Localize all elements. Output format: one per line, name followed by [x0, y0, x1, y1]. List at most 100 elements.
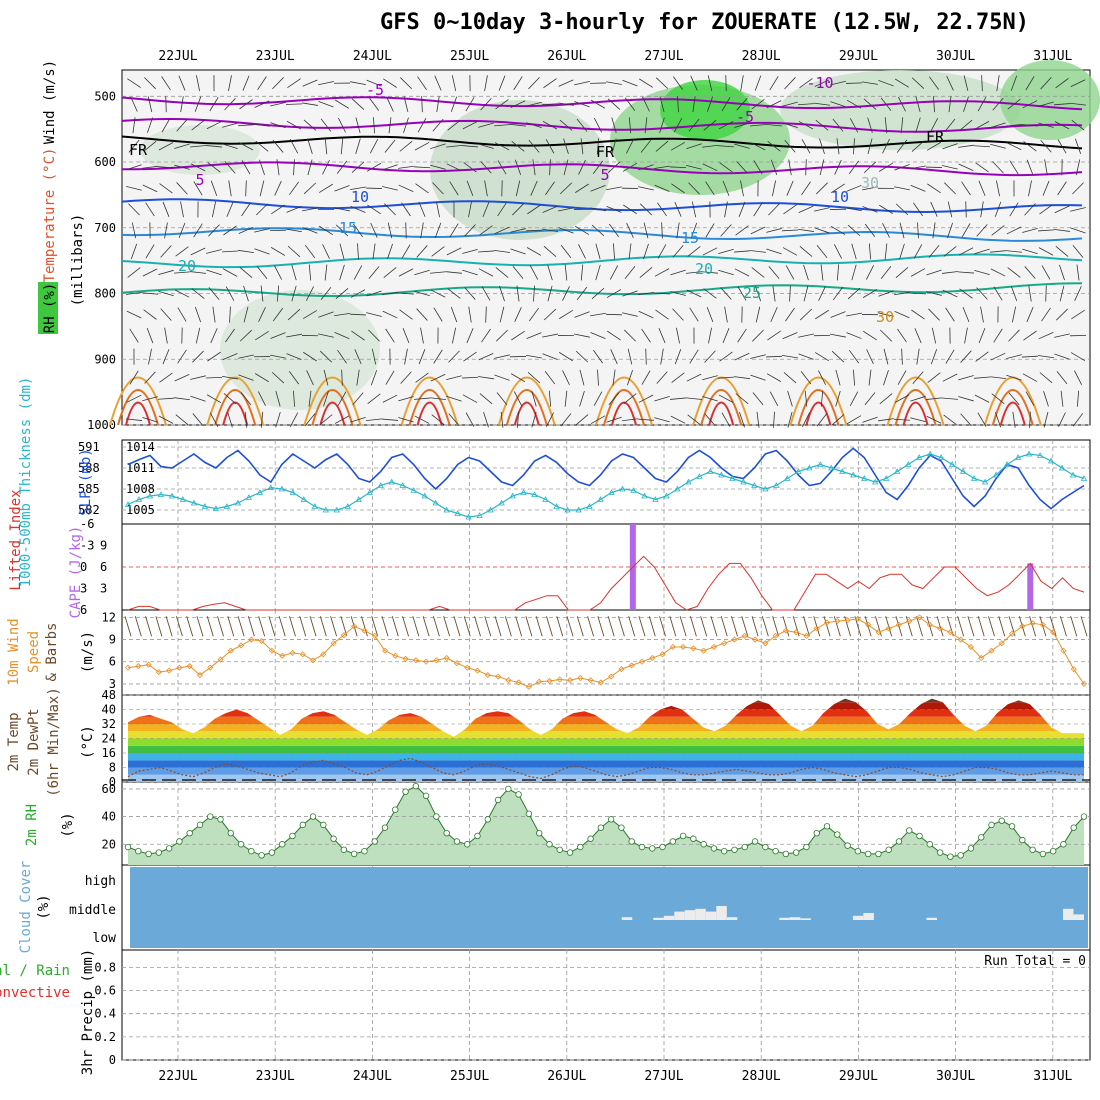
wind-barb [996, 180, 1000, 197]
wind-barb [687, 414, 701, 425]
wind-barb [750, 226, 766, 235]
wind-barb [929, 117, 939, 133]
surface-wind-barb [535, 616, 543, 637]
wind-barb [580, 138, 584, 155]
wind-barb [833, 244, 843, 259]
wind-speed-point [854, 615, 861, 622]
wind-barb [222, 143, 238, 149]
wind-barb [980, 201, 984, 218]
wind-barb [258, 391, 266, 407]
thickness-point [597, 496, 604, 502]
thickness-point [861, 475, 868, 481]
wind-barb [596, 138, 600, 155]
wind-barb [863, 98, 877, 110]
wind-barb [468, 201, 472, 218]
wind-barb [687, 246, 701, 257]
rh-point [289, 832, 296, 840]
wind-barb [286, 228, 302, 233]
rh-point [844, 842, 851, 849]
wind-barb [899, 243, 905, 260]
wind-barb [605, 313, 623, 316]
contour-label: FR [926, 128, 945, 146]
wind-barb [751, 99, 765, 110]
temp-band [128, 698, 1084, 703]
wind-barb [930, 201, 938, 217]
wind-barb [465, 97, 475, 112]
thickness-point [575, 506, 582, 513]
wind-barb [513, 391, 523, 406]
wind-barb [1054, 333, 1070, 338]
thickness-point [289, 489, 297, 495]
wind-barb [1006, 142, 1022, 151]
wind-barb [1021, 124, 1039, 127]
wind-barb [398, 268, 414, 277]
wind-barb [398, 417, 414, 423]
wind-speed-point [238, 642, 245, 649]
warm-contour [311, 389, 354, 426]
wind-barb [704, 350, 716, 363]
wind-barb [430, 289, 446, 298]
wind-barb [894, 394, 910, 403]
li-tick: -3 [80, 539, 94, 553]
wind-barb [131, 222, 137, 239]
slp-tick: 1005 [126, 503, 155, 517]
rh-point [1029, 846, 1036, 853]
wind-barb [319, 350, 333, 363]
wind-barb [494, 226, 510, 235]
surface-wind-barb [319, 616, 327, 637]
wind-barb [880, 97, 892, 111]
wind-barb [814, 102, 830, 106]
thickness-point [399, 482, 406, 488]
temp-contour [121, 96, 1083, 111]
wind-speed-point [330, 640, 337, 647]
wind-barb [977, 412, 987, 427]
wind-barb [959, 119, 973, 131]
wind-barb [977, 97, 987, 112]
rh-point [1008, 823, 1016, 830]
surface-wind-barb [1039, 616, 1047, 637]
wind-barb [915, 117, 921, 134]
temp-band [128, 738, 1084, 746]
warm-contour [603, 389, 645, 426]
wind-barb [417, 76, 427, 90]
wind-barb [145, 202, 155, 217]
wind-barb [1070, 102, 1086, 106]
wind-barb [738, 201, 746, 217]
wind-barb [270, 122, 286, 129]
wind-barb [1043, 390, 1049, 407]
surface-wind-barb [432, 616, 440, 637]
wind-barb [126, 164, 142, 171]
thickness-point [762, 485, 769, 492]
wind-barb [926, 291, 942, 296]
cloud-level-low: low [93, 931, 117, 946]
wind-barb [768, 266, 780, 279]
wind-barb [433, 307, 443, 322]
wind-barb [239, 267, 253, 278]
wind-speed-point [484, 671, 491, 679]
wind-barb [126, 292, 142, 295]
wind-barb [436, 201, 440, 218]
wind-unit-label: (m/s) [80, 631, 96, 673]
wind-barb [418, 349, 426, 365]
surface-wind-barb [895, 616, 903, 637]
wind-speed-point [834, 618, 841, 625]
temp-unit-label: (°C) [80, 725, 96, 759]
wind-barb [286, 120, 302, 130]
wind-barb [350, 81, 366, 86]
wind-barb [512, 266, 524, 279]
rh-point [628, 838, 635, 845]
wind-barb [784, 77, 796, 90]
wind-barb [702, 395, 718, 402]
wind-barb [691, 201, 697, 218]
wind-barb [193, 223, 203, 238]
wind-barb [222, 268, 238, 277]
wind-speed-point [207, 664, 214, 671]
wind-barb [531, 411, 537, 428]
wind-barb [420, 222, 424, 239]
wind-barb [432, 118, 444, 132]
wind-barb [864, 223, 876, 238]
wind-barb [173, 271, 191, 274]
wind-speed-point [412, 657, 419, 664]
date-label-top: 26JUL [547, 49, 586, 64]
wind-barb [897, 328, 907, 343]
